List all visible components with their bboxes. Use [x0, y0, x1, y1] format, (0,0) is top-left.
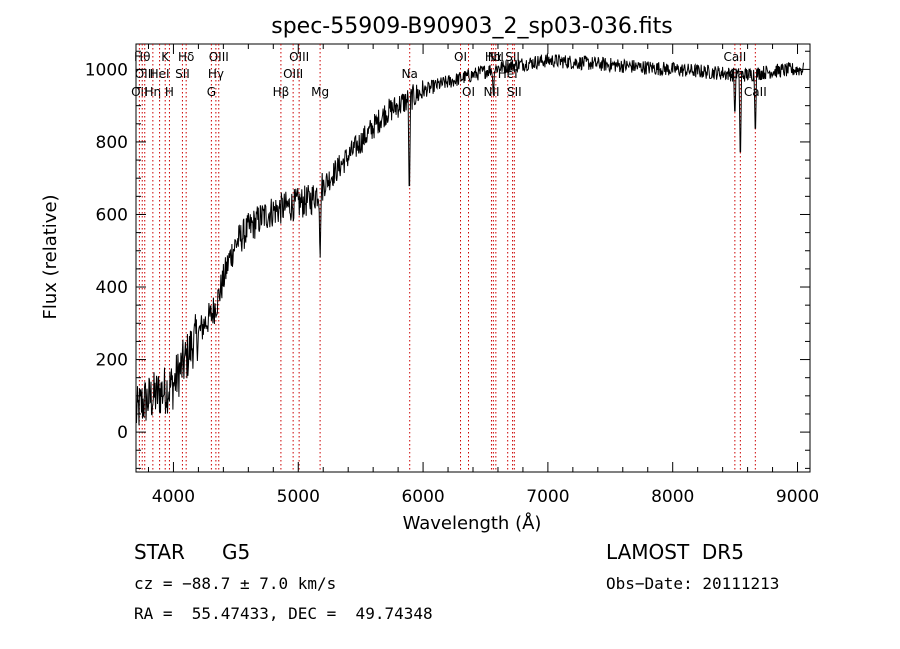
- y-tick-label: 0: [117, 423, 128, 443]
- x-tick-label: 7000: [526, 487, 569, 507]
- line-marker-label: OIII: [135, 67, 155, 81]
- object-class: STAR: [134, 540, 185, 564]
- line-markers: OIIHθOIIIHηHeIKHSIIHδGHγOIIIHβOIIIOIIIMg…: [131, 44, 767, 472]
- line-marker-label: OI: [454, 50, 467, 64]
- redshift-velocity: cz = −88.7 ± 7.0 km/s: [134, 574, 337, 593]
- line-marker-label: SII: [175, 67, 190, 81]
- observation-date: Obs−Date: 20111213: [606, 574, 780, 593]
- x-tick-label: 9000: [776, 487, 819, 507]
- chart-title: spec-55909-B90903_2_sp03-036.fits: [271, 14, 673, 39]
- line-marker-label: Hη: [145, 85, 162, 99]
- line-marker-label: NII: [483, 85, 499, 99]
- line-marker-label: Hβ: [273, 85, 290, 99]
- line-marker-label: Mg: [311, 85, 329, 99]
- x-tick-label: 6000: [401, 487, 444, 507]
- x-tick-label: 8000: [651, 487, 694, 507]
- line-marker-label: HeI: [150, 67, 170, 81]
- y-tick-label: 800: [96, 133, 128, 153]
- plot-border: [135, 43, 811, 473]
- line-marker-label: Hα: [485, 50, 502, 64]
- line-marker-label: Hδ: [178, 50, 194, 64]
- line-marker-label: OIII: [289, 50, 309, 64]
- y-tick-label: 600: [96, 205, 128, 225]
- line-marker-label: OIII: [209, 50, 229, 64]
- subclass: G5: [222, 540, 251, 564]
- line-marker-label: OIII: [283, 67, 303, 81]
- y-tick-label: 400: [96, 278, 128, 298]
- y-axis-label: Flux (relative): [40, 194, 61, 319]
- line-marker-label: NII: [488, 50, 504, 64]
- spectrum-line: [135, 53, 804, 426]
- x-axis-label: Wavelength (Å): [403, 512, 542, 534]
- x-tick-label: 5000: [277, 487, 320, 507]
- line-marker-label: CaII: [744, 85, 767, 99]
- line-marker-label: SII: [507, 85, 522, 99]
- line-marker-label: K: [161, 50, 170, 64]
- spectrum: [135, 53, 804, 426]
- coordinates: RA = 55.47433, DEC = 49.74348: [134, 604, 433, 623]
- line-marker-label: G: [207, 85, 216, 99]
- x-tick-label: 4000: [152, 487, 195, 507]
- line-marker-label: H: [165, 85, 174, 99]
- survey-name: LAMOST DR5: [606, 540, 744, 564]
- y-tick-label: 200: [96, 351, 128, 371]
- line-marker-label: Hγ: [208, 67, 224, 81]
- line-marker-label: CaII: [723, 50, 746, 64]
- x-axis: 4000 5000 6000 7000 8000 9000: [147, 44, 819, 507]
- line-marker-label: OI: [462, 85, 475, 99]
- y-axis: 0 200 400 600 800 1000: [85, 50, 810, 469]
- line-marker-label: Hθ: [134, 50, 150, 64]
- line-marker-label: Na: [402, 67, 418, 81]
- line-marker-label: OII: [131, 85, 148, 99]
- y-tick-label: 1000: [85, 60, 128, 80]
- plot-frame: [135, 43, 811, 473]
